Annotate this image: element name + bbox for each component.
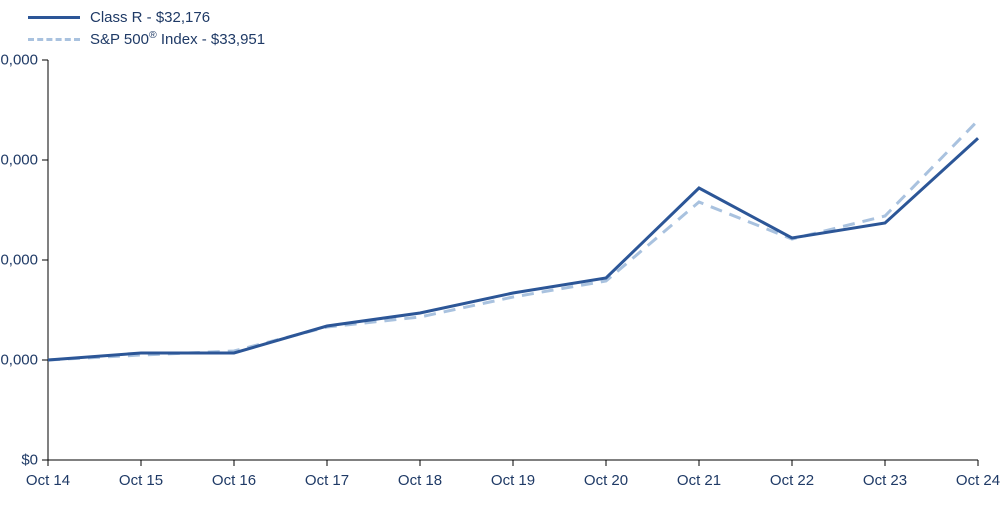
y-axis-tick-label: $40,000 [0,52,38,69]
x-axis-tick-label: Oct 23 [863,472,907,489]
y-axis-tick-label: $30,000 [0,152,38,169]
series-line [48,138,978,360]
x-axis-tick-label: Oct 16 [212,472,256,489]
x-axis-tick-label: Oct 17 [305,472,349,489]
chart-plot-area [0,0,1000,523]
x-axis-tick-label: Oct 15 [119,472,163,489]
x-axis-tick-label: Oct 22 [770,472,814,489]
series-line [48,120,978,360]
x-axis-tick-label: Oct 18 [398,472,442,489]
x-axis-tick-label: Oct 19 [491,472,535,489]
x-axis-tick-label: Oct 20 [584,472,628,489]
y-axis-tick-label: $20,000 [0,252,38,269]
x-axis-tick-label: Oct 24 [956,472,1000,489]
x-axis-tick-label: Oct 21 [677,472,721,489]
x-axis-tick-label: Oct 14 [26,472,70,489]
y-axis-tick-label: $10,000 [0,352,38,369]
y-axis-tick-label: $0 [21,452,38,469]
growth-line-chart: Class R - $32,176 S&P 500® Index - $33,9… [0,0,1000,523]
